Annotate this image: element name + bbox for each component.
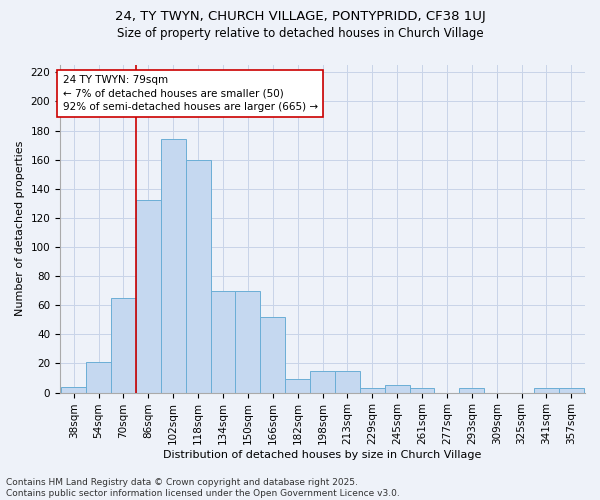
Bar — [136, 200, 161, 392]
Bar — [161, 140, 185, 392]
Bar — [235, 290, 260, 392]
Y-axis label: Number of detached properties: Number of detached properties — [15, 141, 25, 316]
Bar — [211, 290, 235, 392]
Bar — [559, 388, 584, 392]
Text: Contains HM Land Registry data © Crown copyright and database right 2025.
Contai: Contains HM Land Registry data © Crown c… — [6, 478, 400, 498]
Bar — [460, 388, 484, 392]
Bar — [185, 160, 211, 392]
Bar — [86, 362, 111, 392]
Bar — [61, 387, 86, 392]
Text: 24, TY TWYN, CHURCH VILLAGE, PONTYPRIDD, CF38 1UJ: 24, TY TWYN, CHURCH VILLAGE, PONTYPRIDD,… — [115, 10, 485, 23]
Bar — [285, 380, 310, 392]
Text: Size of property relative to detached houses in Church Village: Size of property relative to detached ho… — [116, 28, 484, 40]
Bar — [410, 388, 434, 392]
X-axis label: Distribution of detached houses by size in Church Village: Distribution of detached houses by size … — [163, 450, 482, 460]
Bar — [111, 298, 136, 392]
Bar — [260, 317, 285, 392]
Bar — [360, 388, 385, 392]
Bar — [534, 388, 559, 392]
Bar — [310, 371, 335, 392]
Text: 24 TY TWYN: 79sqm
← 7% of detached houses are smaller (50)
92% of semi-detached : 24 TY TWYN: 79sqm ← 7% of detached house… — [62, 75, 317, 112]
Bar — [335, 371, 360, 392]
Bar — [385, 386, 410, 392]
